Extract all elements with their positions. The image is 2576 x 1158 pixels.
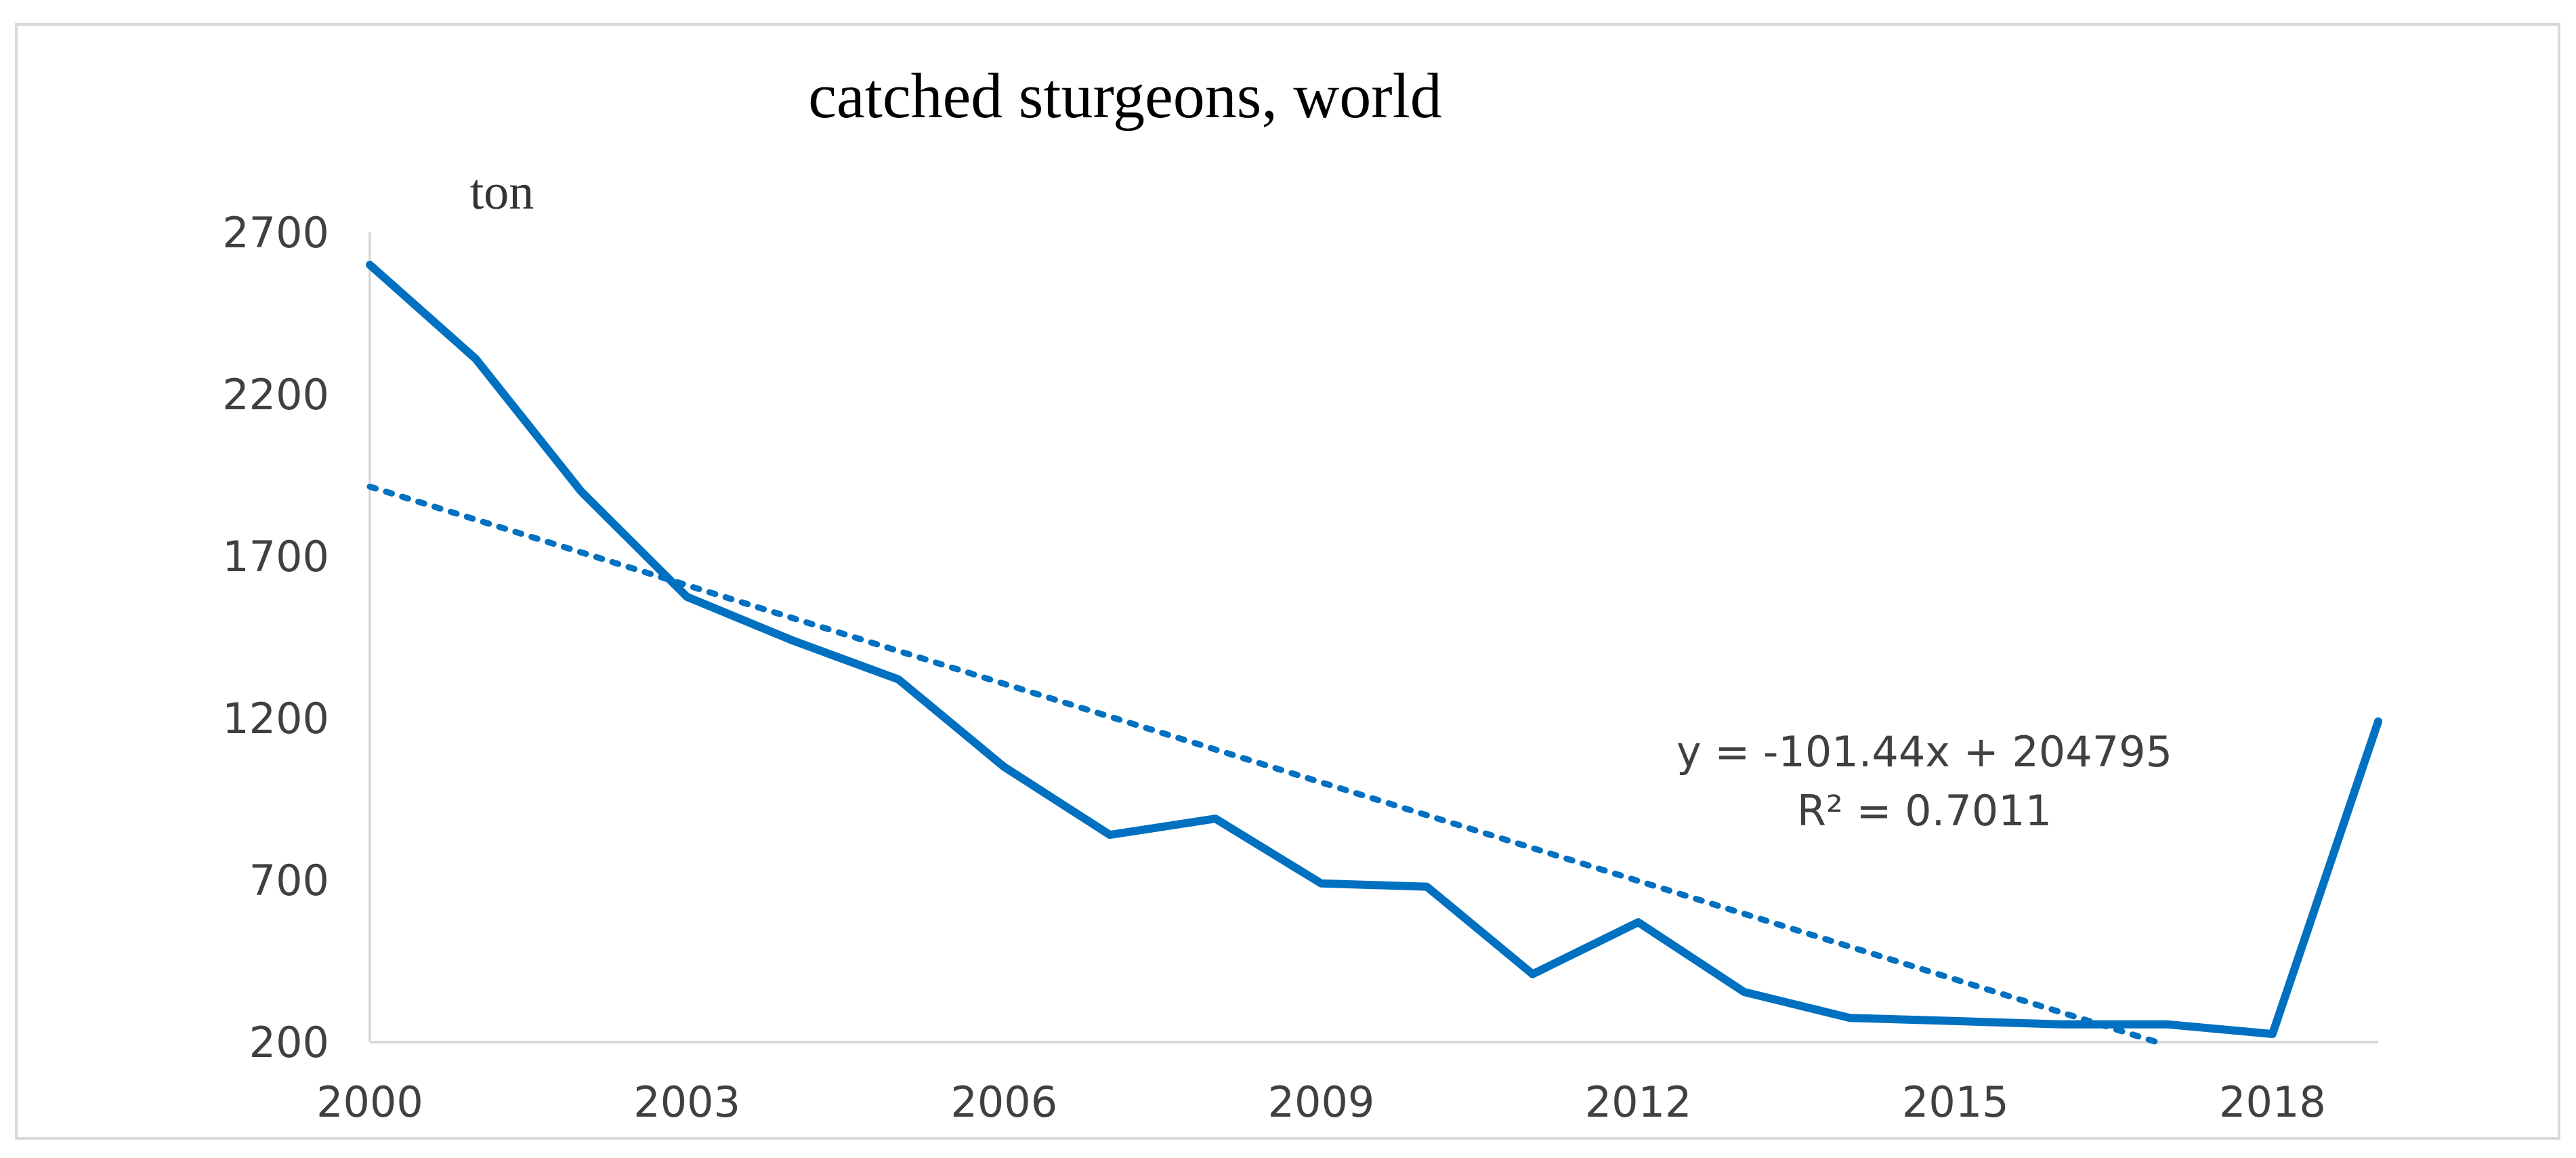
y-tick-label: 200 bbox=[249, 1018, 329, 1067]
y-tick-label: 1200 bbox=[222, 694, 329, 743]
line-chart: catched sturgeons, world ton 2700 2200 170… bbox=[222, 61, 2382, 1127]
y-axis: 2700 2200 1700 1200 700 200 bbox=[222, 208, 329, 1067]
x-tick-label: 2006 bbox=[950, 1077, 1057, 1127]
y-tick-label: 2200 bbox=[222, 370, 329, 419]
x-tick-label: 2015 bbox=[1902, 1077, 2009, 1127]
trendline-equation: y = -101.44x + 204795 bbox=[1676, 727, 2172, 777]
x-tick-label: 2003 bbox=[633, 1077, 740, 1127]
x-tick-label: 2012 bbox=[1585, 1077, 1692, 1127]
y-tick-label: 2700 bbox=[222, 208, 329, 257]
trendline-r-squared: R² = 0.7011 bbox=[1797, 786, 2052, 835]
x-tick-label: 2018 bbox=[2219, 1077, 2326, 1127]
y-axis-unit-label: ton bbox=[470, 165, 534, 220]
chart-frame: catched sturgeons, world ton 2700 2200 170… bbox=[15, 23, 2560, 1140]
series-line-catch bbox=[366, 260, 2382, 1038]
x-tick-label: 2009 bbox=[1268, 1077, 1375, 1127]
chart-title: catched sturgeons, world bbox=[808, 61, 1441, 131]
y-tick-label: 700 bbox=[249, 856, 329, 905]
y-tick-label: 1700 bbox=[222, 532, 329, 581]
data-points bbox=[366, 261, 2382, 1038]
x-axis: 2000 2003 2006 2009 2012 2015 2018 bbox=[316, 1077, 2326, 1127]
x-tick-label: 2000 bbox=[316, 1077, 423, 1127]
